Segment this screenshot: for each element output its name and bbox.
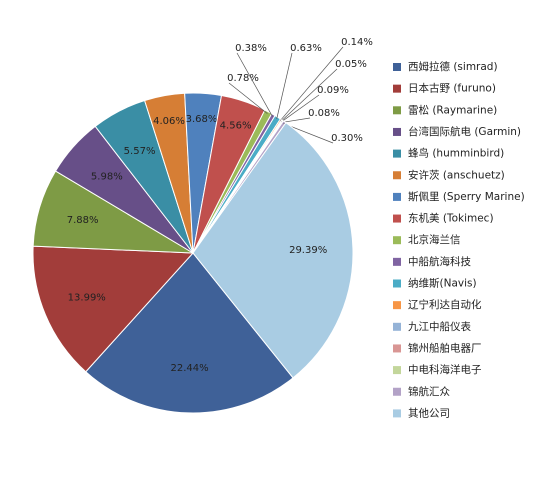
data-label: 0.38% xyxy=(235,43,267,54)
legend-label: 西姆拉德 (simrad) xyxy=(408,60,498,73)
legend-label: 辽宁利达自动化 xyxy=(408,298,482,311)
leader-line xyxy=(281,117,311,123)
data-label: 4.06% xyxy=(153,116,185,127)
legend-label: 台湾国际航电 (Garmin) xyxy=(408,125,521,138)
data-label: 0.09% xyxy=(317,85,349,96)
legend-label: 纳维斯(Navis) xyxy=(408,277,477,290)
legend-swatch xyxy=(393,106,401,115)
legend-label: 锦航汇众 xyxy=(408,385,450,398)
legend-swatch xyxy=(393,301,401,310)
legend-label: 斯佩里 (Sperry Marine) xyxy=(408,190,525,203)
pie-slice xyxy=(85,252,294,414)
data-label: 0.30% xyxy=(331,133,363,144)
legend-label: 九江中船仪表 xyxy=(408,320,471,333)
legend-swatch xyxy=(393,84,401,93)
legend-swatch xyxy=(393,192,401,201)
legend-label: 安许茨 (anschuetz) xyxy=(408,168,505,181)
leader-line xyxy=(236,52,273,117)
legend-label: 日本古野 (furuno) xyxy=(408,82,496,95)
leader-line xyxy=(281,94,320,123)
legend-swatch xyxy=(393,279,401,288)
data-label: 4.56% xyxy=(220,121,252,132)
legend-swatch xyxy=(393,171,401,180)
data-label: 0.78% xyxy=(227,73,259,84)
legend-label: 雷松 (Raymarine) xyxy=(408,103,497,116)
legend-label: 北京海兰信 xyxy=(408,233,461,246)
legend-swatch xyxy=(393,257,401,266)
leader-line xyxy=(280,68,338,122)
leader-line xyxy=(276,52,293,120)
legend-swatch xyxy=(393,366,401,375)
legend-label: 其他公司 xyxy=(408,406,450,419)
legend-swatch xyxy=(393,236,401,245)
legend-label: 中船航海科技 xyxy=(408,255,471,268)
data-label: 3.68% xyxy=(186,114,218,125)
pie-slice xyxy=(192,122,354,379)
legend-swatch xyxy=(393,214,401,223)
legend-swatch xyxy=(393,63,401,71)
leader-line xyxy=(279,46,344,122)
data-label: 7.88% xyxy=(67,215,99,226)
legend-label: 中电科海洋电子 xyxy=(408,363,482,376)
data-label: 0.63% xyxy=(290,43,322,54)
data-label: 0.05% xyxy=(335,59,367,70)
legend-swatch xyxy=(393,322,401,331)
data-label: 0.08% xyxy=(308,108,340,119)
legend-swatch xyxy=(393,409,401,418)
legend-swatch xyxy=(393,149,401,158)
pie-slice xyxy=(32,245,195,373)
leader-line xyxy=(228,82,268,114)
legend-label: 东机美 (Tokimec) xyxy=(408,212,494,225)
data-label: 5.98% xyxy=(91,172,123,183)
data-label: 0.14% xyxy=(341,37,373,48)
data-label: 13.99% xyxy=(68,293,106,304)
legend-swatch xyxy=(393,127,401,136)
legend-label: 蜂鸟 (humminbird) xyxy=(408,147,504,160)
legend-swatch xyxy=(393,344,401,353)
data-label: 22.44% xyxy=(171,363,209,374)
data-label: 29.39% xyxy=(289,245,327,256)
data-label: 5.57% xyxy=(124,146,156,157)
legend-swatch xyxy=(393,387,401,396)
legend-label: 锦州船舶电器厂 xyxy=(408,341,482,354)
